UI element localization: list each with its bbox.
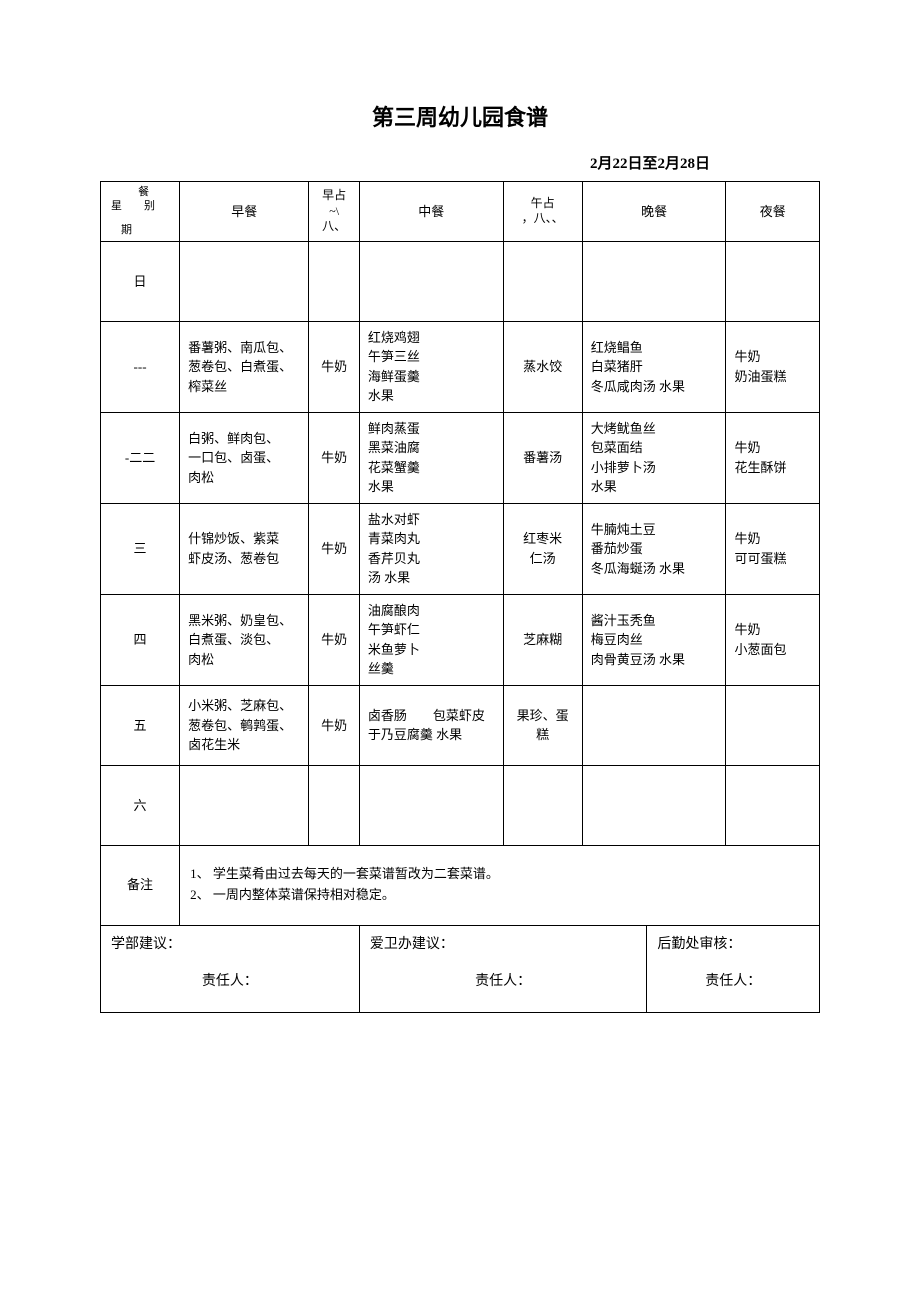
wed-snack2: 红枣米 仁汤 — [503, 503, 582, 594]
thu-snack2: 芝麻糊 — [503, 594, 582, 685]
thu-snack1: 牛奶 — [309, 594, 359, 685]
tue-snack2: 番薯汤 — [503, 412, 582, 503]
mon-snack1: 牛奶 — [309, 321, 359, 412]
date-range: 2月22日至2月28日 — [100, 152, 820, 173]
header-breakfast: 早餐 — [180, 182, 309, 242]
day-mon: --- — [101, 321, 180, 412]
wed-snack1: 牛奶 — [309, 503, 359, 594]
footer-health-label: 爱卫办建议： — [359, 925, 647, 963]
fri-snack2: 果珍、蛋 糕 — [503, 685, 582, 765]
row-sat: 六 — [101, 765, 820, 845]
sun-dinner — [582, 241, 726, 321]
row-notes: 备注 1、 学生菜肴由过去每天的一套菜谱暂改为二套菜谱。 2、 一周内整体菜谱保… — [101, 845, 820, 925]
mon-lunch: 红烧鸡翅 午笋三丝 海鲜蛋羹 水果 — [359, 321, 503, 412]
footer-dept-label: 学部建议： — [101, 925, 360, 963]
sat-lunch — [359, 765, 503, 845]
fri-lunch: 卤香肠 包菜虾皮 于乃豆腐羹 水果 — [359, 685, 503, 765]
mon-night: 牛奶 奶油蛋糕 — [726, 321, 820, 412]
row-thu: 四 黑米粥、奶皇包、 白煮蛋、淡包、 肉松 牛奶 油腐酿肉 午笋虾仁 米鱼萝卜 … — [101, 594, 820, 685]
header-snack1: 早占 ~\ 八、 — [309, 182, 359, 242]
day-thu: 四 — [101, 594, 180, 685]
header-night: 夜餐 — [726, 182, 820, 242]
tue-breakfast: 白粥、鲜肉包、 一口包、卤蛋、 肉松 — [180, 412, 309, 503]
row-sun: 日 — [101, 241, 820, 321]
day-sun: 日 — [101, 241, 180, 321]
diag-top: 餐 — [138, 186, 149, 199]
notes-content: 1、 学生菜肴由过去每天的一套菜谱暂改为二套菜谱。 2、 一周内整体菜谱保持相对… — [180, 845, 820, 925]
fri-snack1: 牛奶 — [309, 685, 359, 765]
menu-table: 餐 星 别 期 早餐 早占 ~\ 八、 中餐 午占 ，八、、 晚餐 夜餐 日 -… — [100, 181, 820, 926]
tue-lunch: 鲜肉蒸蛋 黑菜油腐 花菜蟹羹 水果 — [359, 412, 503, 503]
sun-snack1 — [309, 241, 359, 321]
fri-night — [726, 685, 820, 765]
row-wed: 三 什锦炒饭、紫菜 虾皮汤、葱卷包 牛奶 盐水对虾 青菜肉丸 香芹贝丸 汤 水果… — [101, 503, 820, 594]
fri-dinner — [582, 685, 726, 765]
sun-breakfast — [180, 241, 309, 321]
tue-dinner: 大烤鱿鱼丝 包菜面结 小排萝卜汤 水果 — [582, 412, 726, 503]
mon-dinner: 红烧鲳鱼 白菜猪肝 冬瓜咸肉汤 水果 — [582, 321, 726, 412]
header-snack2: 午占 ，八、、 — [503, 182, 582, 242]
mon-breakfast: 番薯粥、南瓜包、 葱卷包、白煮蛋、 榨菜丝 — [180, 321, 309, 412]
tue-night: 牛奶 花生酥饼 — [726, 412, 820, 503]
thu-night: 牛奶 小葱面包 — [726, 594, 820, 685]
fri-breakfast: 小米粥、芝麻包、 葱卷包、鹌鹑蛋、 卤花生米 — [180, 685, 309, 765]
footer-logistics-responsible: 责任人： — [647, 963, 820, 1013]
header-lunch: 中餐 — [359, 182, 503, 242]
diag-mid: 星 别 — [111, 200, 155, 213]
day-tue: -二二 — [101, 412, 180, 503]
day-sat: 六 — [101, 765, 180, 845]
wed-dinner: 牛腩炖土豆 番茄炒蛋 冬瓜海蜒汤 水果 — [582, 503, 726, 594]
day-fri: 五 — [101, 685, 180, 765]
header-row: 餐 星 别 期 早餐 早占 ~\ 八、 中餐 午占 ，八、、 晚餐 夜餐 — [101, 182, 820, 242]
sat-snack2 — [503, 765, 582, 845]
notes-label: 备注 — [101, 845, 180, 925]
row-tue: -二二 白粥、鲜肉包、 一口包、卤蛋、 肉松 牛奶 鲜肉蒸蛋 黑菜油腐 花菜蟹羹… — [101, 412, 820, 503]
sun-night — [726, 241, 820, 321]
footer-dept-responsible: 责任人： — [101, 963, 360, 1013]
tue-snack1: 牛奶 — [309, 412, 359, 503]
sat-breakfast — [180, 765, 309, 845]
footer-health-responsible: 责任人： — [359, 963, 647, 1013]
sat-night — [726, 765, 820, 845]
diag-bot: 期 — [121, 224, 132, 237]
row-fri: 五 小米粥、芝麻包、 葱卷包、鹌鹑蛋、 卤花生米 牛奶 卤香肠 包菜虾皮 于乃豆… — [101, 685, 820, 765]
day-wed: 三 — [101, 503, 180, 594]
diagonal-header: 餐 星 别 期 — [101, 182, 180, 242]
header-dinner: 晚餐 — [582, 182, 726, 242]
wed-breakfast: 什锦炒饭、紫菜 虾皮汤、葱卷包 — [180, 503, 309, 594]
mon-snack2: 蒸水饺 — [503, 321, 582, 412]
thu-breakfast: 黑米粥、奶皇包、 白煮蛋、淡包、 肉松 — [180, 594, 309, 685]
sun-snack2 — [503, 241, 582, 321]
thu-dinner: 酱汁玉秃鱼 梅豆肉丝 肉骨黄豆汤 水果 — [582, 594, 726, 685]
sat-dinner — [582, 765, 726, 845]
footer-logistics-label: 后勤处审核： — [647, 925, 820, 963]
page-title: 第三周幼儿园食谱 — [100, 100, 820, 132]
wed-lunch: 盐水对虾 青菜肉丸 香芹贝丸 汤 水果 — [359, 503, 503, 594]
sun-lunch — [359, 241, 503, 321]
thu-lunch: 油腐酿肉 午笋虾仁 米鱼萝卜 丝羹 — [359, 594, 503, 685]
footer-table: 学部建议： 爱卫办建议： 后勤处审核： 责任人： 责任人： 责任人： — [100, 925, 820, 1014]
row-mon: --- 番薯粥、南瓜包、 葱卷包、白煮蛋、 榨菜丝 牛奶 红烧鸡翅 午笋三丝 海… — [101, 321, 820, 412]
sat-snack1 — [309, 765, 359, 845]
wed-night: 牛奶 可可蛋糕 — [726, 503, 820, 594]
